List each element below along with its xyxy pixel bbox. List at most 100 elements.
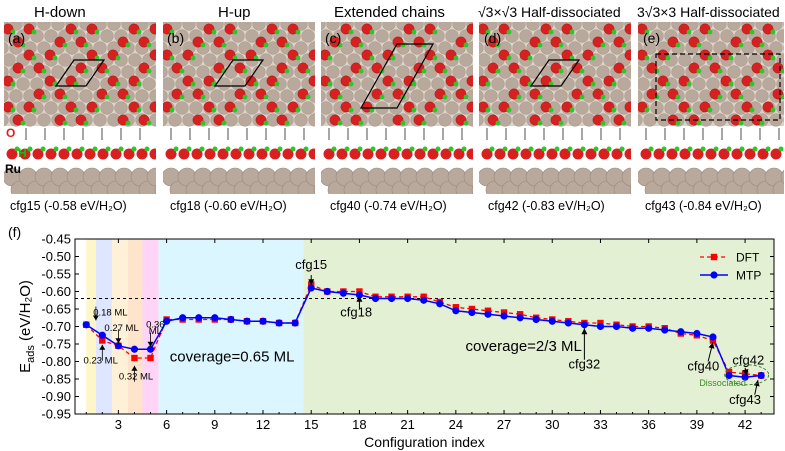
o-atom [667,88,679,100]
ru-atom [396,65,410,79]
coverage-region [128,239,143,414]
o-atom [138,114,150,126]
mtp-point [387,294,396,303]
structure-c-image [312,17,491,200]
legend-mtp-marker [710,271,718,279]
mtp-point [484,310,492,318]
ru-atom [121,65,135,79]
h-atom [348,81,354,87]
ru-atom [2,53,16,67]
ru-atom [175,29,189,43]
coverage-label: 0.36 [146,320,165,331]
o-atom [58,148,70,160]
h-atom [169,29,175,35]
h-atom [448,146,454,152]
o-atom [487,114,499,126]
h-atom [62,120,68,126]
h-atom [421,120,427,126]
mtp-point [612,322,621,331]
h-atom [274,81,280,87]
o-atom [213,36,225,48]
h-atom [232,55,238,61]
o-atom [388,148,400,160]
o-atom [245,75,257,87]
o-atom [546,148,558,160]
h-atom [770,107,776,113]
o-atom [751,36,763,48]
h-atom [104,68,110,74]
h-atom [146,68,152,74]
mtp-point [307,284,315,292]
h-atom [284,42,290,48]
mtp-point [580,321,588,329]
h-atom [442,94,448,100]
h-atom [263,42,269,48]
h-atom [200,42,206,48]
y-tick-label: -0.65 [41,302,71,317]
o-atom [741,23,753,35]
ru-atom [266,41,280,55]
mtp-point [628,324,637,332]
ru-atom [561,77,575,91]
h-atom [611,107,617,113]
legend-dft-label: DFT [736,251,760,265]
h-atom [303,146,309,152]
annotation-arrowhead [356,295,363,302]
structure-b-image [154,17,333,200]
o-atom [613,62,625,74]
o-atom [65,23,77,35]
unit-cell-outline [213,59,265,87]
h-atom [263,120,269,126]
o-atom [550,62,562,74]
x-tick-label: 30 [545,417,559,432]
ru-atom [685,89,699,103]
ru-atom [65,41,79,55]
o-atom [234,62,246,74]
hydrogen-label: H [18,146,27,160]
y-axis-label: Eads (eV/H₂O) [17,280,37,373]
mtp-point [114,342,122,350]
o-atom [585,148,597,160]
h-atom [295,29,301,35]
o-atom [224,49,236,61]
o-atom [572,148,584,160]
h-atom [94,55,100,61]
o-atom [424,101,436,113]
h-atom [661,146,667,152]
h-atom [73,29,79,35]
h-atom [502,146,508,152]
o-atom [128,75,140,87]
o-atom [646,62,658,74]
mtp-point [452,307,460,315]
ru-atom [100,29,114,43]
coverage-regions [86,239,774,414]
coverage-label: 0.23 ML [84,356,118,367]
dft-point [99,337,106,344]
o-atom [498,23,510,35]
o-atom [582,75,594,87]
ru-atom [168,113,182,127]
o-atom [340,101,352,113]
h-atom [94,107,100,113]
o-atom [520,148,532,160]
h-atom [579,94,585,100]
o-atom [455,88,467,100]
ru-atom [491,77,505,91]
annotation-arrowhead [308,279,315,286]
o-atom [203,75,215,87]
h-atom [295,55,301,61]
ru-atom [589,101,603,115]
mtp-point [162,317,171,325]
h-atom [461,146,467,152]
ru-atom [610,89,624,103]
mtp-point [227,315,235,324]
o-atom [540,23,552,35]
pointer-arrowhead [115,338,122,344]
ru-atom [720,101,734,115]
o-atom [203,101,215,113]
h-atom [20,42,26,48]
ru-atom [9,89,23,103]
mtp-point [130,345,139,353]
h-atom [379,94,385,100]
h-atom [200,94,206,100]
